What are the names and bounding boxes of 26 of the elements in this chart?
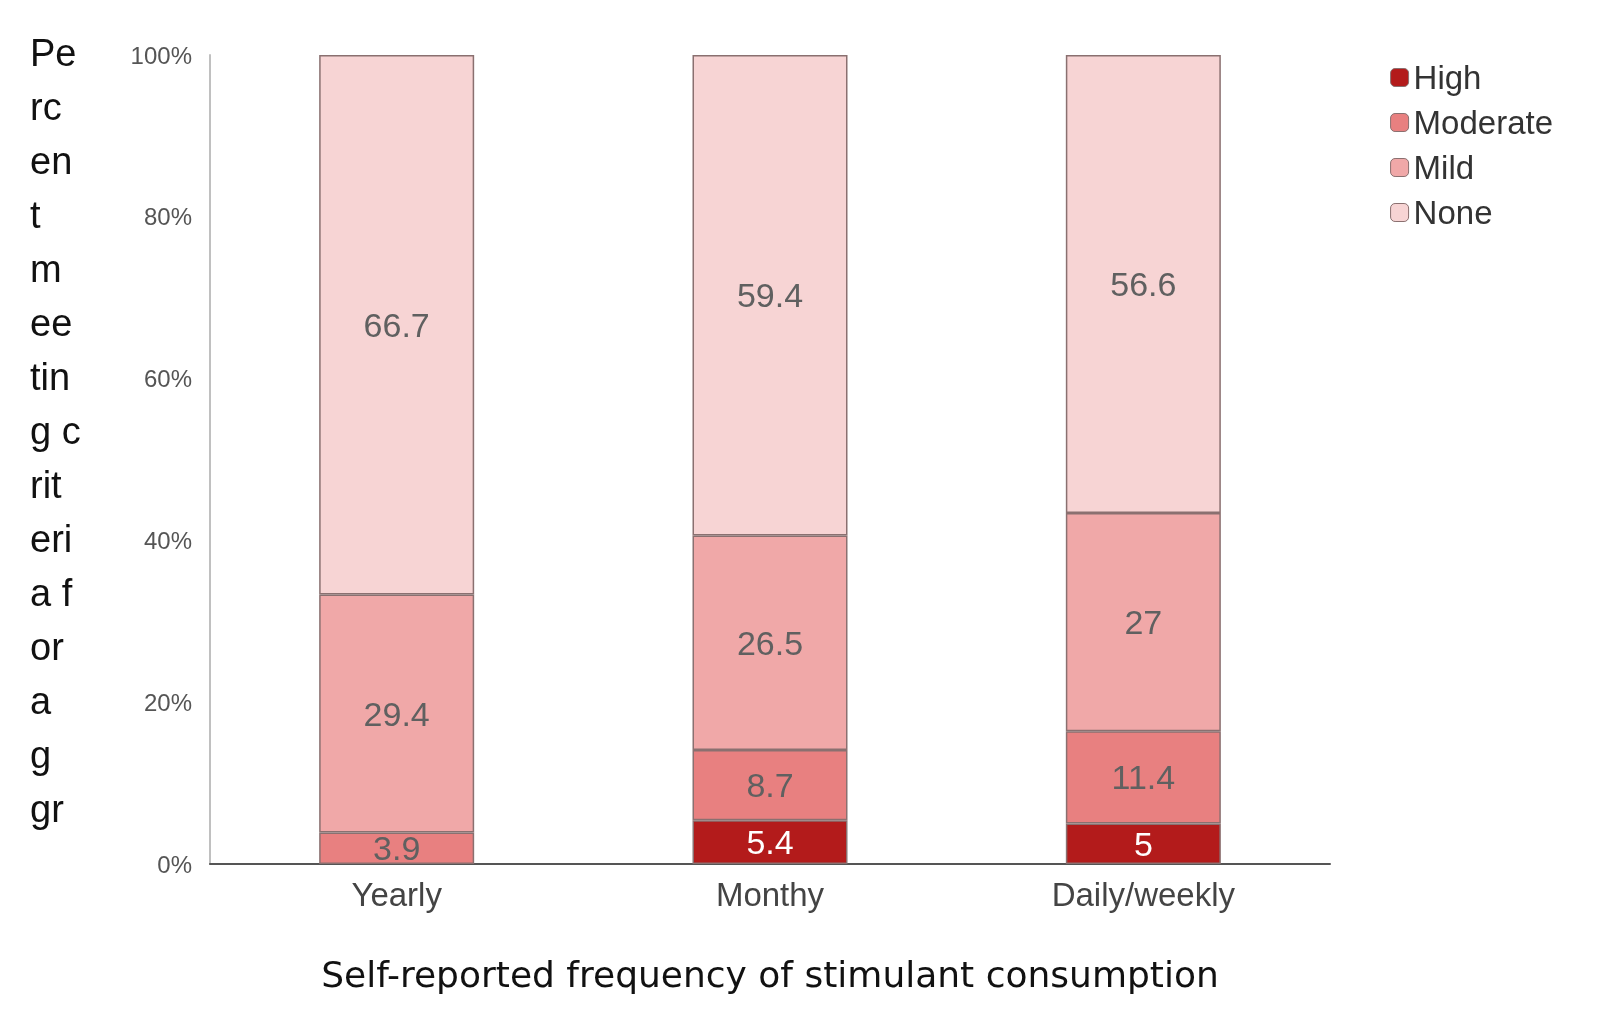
x-tick-label: Daily/weekly (1051, 876, 1236, 913)
legend-label: None (1413, 194, 1493, 231)
data-label: 59.4 (736, 276, 804, 315)
data-label: 66.7 (363, 305, 430, 344)
y-tick-label: 20% (143, 688, 192, 716)
data-label: 29.4 (363, 694, 430, 733)
legend-label: High (1413, 59, 1482, 96)
y-tick-label: 0% (157, 850, 192, 878)
text: Percent meeting criteria for a g gr (30, 32, 81, 830)
legend-label: Moderate (1413, 104, 1554, 141)
data-label: 3.9 (373, 829, 421, 868)
legend-label: Mild (1413, 149, 1475, 186)
x-tick-label: Yearly (351, 876, 443, 913)
x-tick-label: Monthy (715, 876, 825, 913)
data-label: 8.7 (746, 766, 794, 805)
data-label: 26.5 (736, 623, 804, 662)
data-label: 27 (1124, 603, 1163, 642)
y-tick-label: 80% (143, 203, 192, 231)
y-tick-label: 40% (143, 526, 192, 554)
data-label: 5 (1133, 824, 1153, 863)
y-tick-label: 100% (130, 41, 192, 69)
y-tick-label: 60% (143, 365, 192, 393)
data-label: 11.4 (1111, 758, 1176, 797)
data-label: 56.6 (1110, 264, 1177, 303)
data-label: 5.4 (746, 823, 794, 862)
x-axis-title: Self-reported frequency of stimulant consumption (321, 953, 1219, 995)
